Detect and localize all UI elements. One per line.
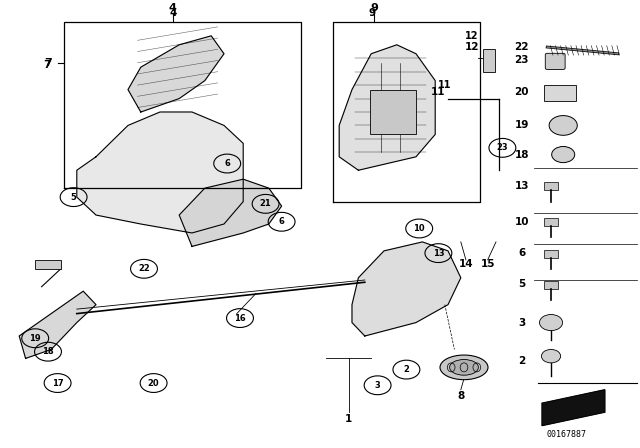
Polygon shape <box>179 179 282 246</box>
Text: 22: 22 <box>515 42 529 52</box>
Text: 11: 11 <box>438 80 452 90</box>
Text: 9: 9 <box>369 9 376 18</box>
Text: 20: 20 <box>148 379 159 388</box>
Text: 20: 20 <box>515 87 529 97</box>
FancyBboxPatch shape <box>544 250 558 258</box>
Text: 13: 13 <box>433 249 444 258</box>
Ellipse shape <box>440 355 488 380</box>
Text: 17: 17 <box>52 379 63 388</box>
Text: 13: 13 <box>515 181 529 191</box>
Text: 6: 6 <box>224 159 230 168</box>
Text: 12: 12 <box>465 31 478 41</box>
Ellipse shape <box>450 359 479 375</box>
Circle shape <box>541 349 561 363</box>
Polygon shape <box>77 112 243 233</box>
Text: 2: 2 <box>403 365 410 374</box>
FancyBboxPatch shape <box>544 85 576 101</box>
Text: 19: 19 <box>29 334 41 343</box>
Text: 15: 15 <box>481 259 495 269</box>
Text: 6: 6 <box>278 217 285 226</box>
Text: 9: 9 <box>371 4 378 13</box>
Text: 3: 3 <box>375 381 380 390</box>
Text: 14: 14 <box>459 259 473 269</box>
Text: 12: 12 <box>465 42 479 52</box>
Text: 19: 19 <box>515 121 529 130</box>
Text: 23: 23 <box>497 143 508 152</box>
Text: 18: 18 <box>515 150 529 159</box>
Text: 7: 7 <box>44 60 51 70</box>
Polygon shape <box>128 36 224 112</box>
Circle shape <box>549 116 577 135</box>
Text: 1: 1 <box>345 414 353 424</box>
Text: 10: 10 <box>515 217 529 227</box>
Text: 3: 3 <box>518 318 525 327</box>
Text: 8: 8 <box>457 392 465 401</box>
Text: 6: 6 <box>518 248 525 258</box>
Polygon shape <box>352 242 461 336</box>
Text: 16: 16 <box>234 314 246 323</box>
Text: 4: 4 <box>169 4 177 13</box>
FancyBboxPatch shape <box>544 281 558 289</box>
FancyBboxPatch shape <box>370 90 416 134</box>
FancyBboxPatch shape <box>545 53 565 69</box>
Text: 4: 4 <box>169 9 177 18</box>
Text: 2: 2 <box>518 356 525 366</box>
Text: 10: 10 <box>413 224 425 233</box>
FancyBboxPatch shape <box>35 260 61 269</box>
Polygon shape <box>542 390 605 426</box>
Text: 11: 11 <box>431 87 445 97</box>
Text: 5: 5 <box>70 193 77 202</box>
Polygon shape <box>19 291 96 358</box>
Text: 23: 23 <box>515 56 529 65</box>
FancyBboxPatch shape <box>483 49 495 72</box>
Circle shape <box>540 314 563 331</box>
Text: 22: 22 <box>138 264 150 273</box>
FancyBboxPatch shape <box>544 182 558 190</box>
Text: 5: 5 <box>518 280 525 289</box>
Circle shape <box>552 146 575 163</box>
Text: 00167887: 00167887 <box>547 430 586 439</box>
FancyBboxPatch shape <box>544 218 558 226</box>
Text: 7: 7 <box>44 58 52 68</box>
Text: 21: 21 <box>260 199 271 208</box>
Text: 18: 18 <box>42 347 54 356</box>
Polygon shape <box>339 45 435 170</box>
